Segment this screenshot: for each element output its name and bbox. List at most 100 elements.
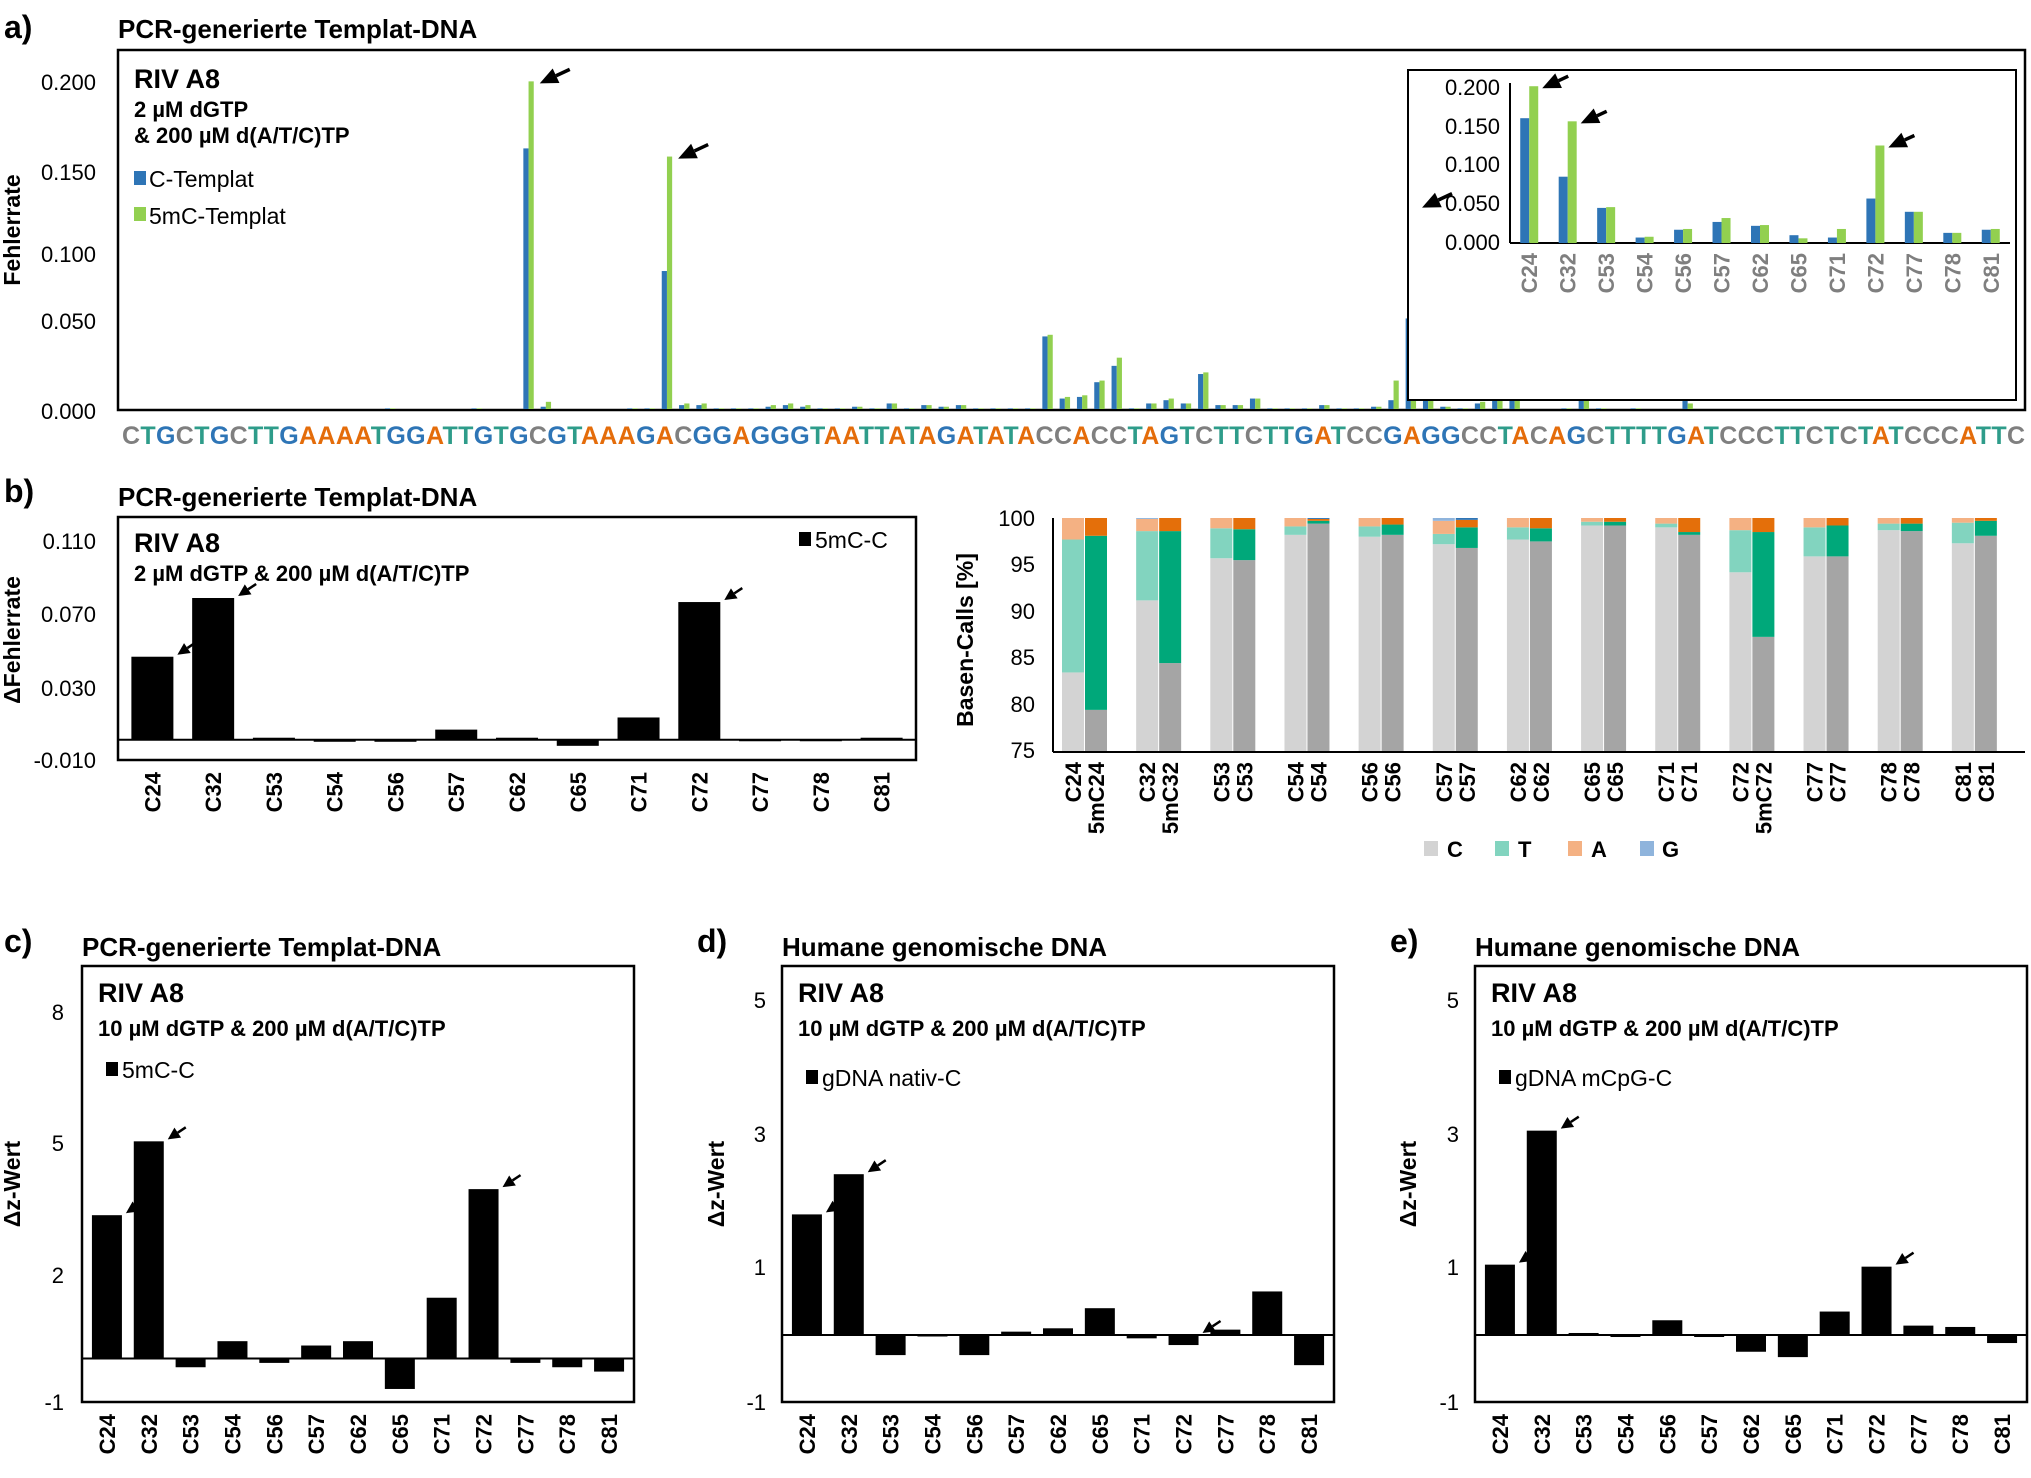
a-inset-ytick: 0.050 [1445, 191, 1500, 216]
d-bar [1043, 1328, 1073, 1335]
annotation-arrowhead [825, 1200, 840, 1213]
e-bar [1777, 1335, 1808, 1358]
a-bar [661, 271, 667, 410]
d-xlabel: C54 [920, 1413, 945, 1454]
stacked-segment [1803, 527, 1826, 557]
e-bar [1819, 1311, 1850, 1335]
stacked-segment [1877, 530, 1900, 752]
stack-ylabel: Basen-Calls [%] [952, 553, 978, 727]
a-bar [1180, 403, 1186, 410]
c-xlabel: C53 [179, 1414, 204, 1454]
legend-label-c: 5mC-C [122, 1057, 195, 1083]
stack-legend-label-g: G [1662, 837, 1679, 862]
a-bar [1232, 405, 1238, 410]
stacked-segment [1752, 636, 1775, 752]
a-inset-bar [1866, 198, 1876, 243]
c-bar [594, 1358, 625, 1372]
e-xlabel: C32 [1530, 1414, 1555, 1454]
stacked-xlabel: C24 [1061, 761, 1086, 802]
a-bar [1168, 398, 1174, 410]
b-left-xlabel: C72 [687, 772, 712, 812]
a-bar [1059, 398, 1065, 410]
panel-c-frame [80, 964, 636, 1404]
d-bar [1084, 1308, 1115, 1335]
annotation-arrow [1904, 1251, 1915, 1260]
b-left-bar [556, 739, 599, 746]
a-inset-bar [1798, 238, 1808, 243]
legend-swatch-gdna-nativ [806, 1070, 818, 1084]
c-xlabel: C78 [555, 1414, 580, 1454]
stack-legend-swatch-c [1424, 841, 1438, 856]
stacked-segment [1974, 520, 1997, 536]
a-bar [1371, 406, 1377, 410]
stacked-segment [1655, 518, 1678, 524]
b-left-bar [496, 737, 538, 740]
stacked-segment [1432, 518, 1455, 521]
stacked-xlabel: C57 [1432, 762, 1457, 802]
annotation-arrowhead [1422, 192, 1442, 208]
stacked-segment [1951, 518, 1974, 523]
annotation-arrowhead [1202, 1321, 1216, 1333]
annotation-arrow [135, 1200, 145, 1208]
annotation-arrowhead [1580, 108, 1601, 124]
d-bar [833, 1174, 864, 1335]
panel-b: b) PCR-generierte Templat-DNA RIV A8 2 µ… [0, 473, 918, 812]
a-bar [540, 406, 546, 410]
a-inset-bar [1683, 228, 1693, 243]
panel-e-info-1: RIV A8 [1491, 978, 1577, 1008]
a-inset-ytick: 0.150 [1445, 114, 1500, 139]
b-left-xlabel: C62 [505, 772, 530, 812]
a-bar [1082, 395, 1088, 410]
a-inset-bar [1913, 211, 1923, 243]
a-bar [1319, 405, 1325, 410]
panel-c-info-2: 10 µM dGTP & 200 µM d(A/T/C)TP [98, 1016, 446, 1041]
d-bar [1210, 1329, 1241, 1335]
stacked-xlabel: C54 [1306, 761, 1331, 802]
c-xlabel: C32 [137, 1414, 162, 1454]
legend-swatch-gdna-mcpg [1499, 1070, 1511, 1084]
a-inset-bars [1509, 83, 2010, 244]
b-left-xlabel: C78 [809, 772, 834, 812]
annotation-arrow [1903, 133, 1916, 142]
stacked-segment [1284, 534, 1307, 752]
e-bars [1475, 1130, 2027, 1358]
stacked-segment [1381, 524, 1404, 535]
a-inset-xlabel: C56 [1671, 253, 1696, 293]
panel-e-label: e) [1390, 923, 1418, 959]
a-bar [805, 405, 811, 410]
annotation-arrow [1570, 1115, 1580, 1124]
stacked-segment [1506, 527, 1529, 540]
stacked-segment [1307, 523, 1330, 752]
annotation-arrow [186, 641, 197, 650]
c-bar [175, 1358, 206, 1368]
c-bar [91, 1215, 122, 1359]
e-xlabel: C72 [1865, 1414, 1890, 1454]
legend-label-c-templat: C-Templat [149, 166, 254, 192]
stack-legend-swatch-g [1640, 841, 1654, 856]
a-inset-bar [1597, 207, 1607, 243]
a-inset-bar [1836, 228, 1846, 243]
stacked-segment [1284, 518, 1307, 527]
a-bar [886, 403, 892, 410]
b-left-bar [435, 729, 478, 740]
a-bar [1220, 405, 1226, 410]
legend-swatch-5mc-c [799, 532, 811, 546]
stacked-xlabel: C81 [1974, 762, 1999, 802]
d-bar [791, 1214, 822, 1335]
a-bar [696, 405, 702, 410]
a-inset-xlabel: C78 [1940, 253, 1965, 293]
d-xlabels: C24 C32 C53 C54 C56 C57 C62 C65 C71 C72 C77 C78 C81 [795, 1413, 1322, 1454]
c-xlabel: C81 [597, 1414, 622, 1454]
panel-a-info-1: RIV A8 [134, 64, 220, 94]
stack-ytick: 100 [998, 506, 1035, 531]
e-xlabel: C24 [1488, 1413, 1513, 1454]
template-sequence: CTGCTGCTTGAAAATGGATTGTGCGTAAAGACGGAGGGTA… [122, 422, 2025, 450]
arrows [125, 67, 1916, 1333]
a-inset-xlabel: C77 [1902, 253, 1927, 293]
annotation-arrowhead [1560, 1117, 1575, 1129]
b-left-bar [252, 737, 295, 740]
a-ytick: 0.100 [41, 242, 96, 267]
stacked-xlabel: C62 [1529, 762, 1554, 802]
annotation-arrowhead [125, 1201, 140, 1214]
